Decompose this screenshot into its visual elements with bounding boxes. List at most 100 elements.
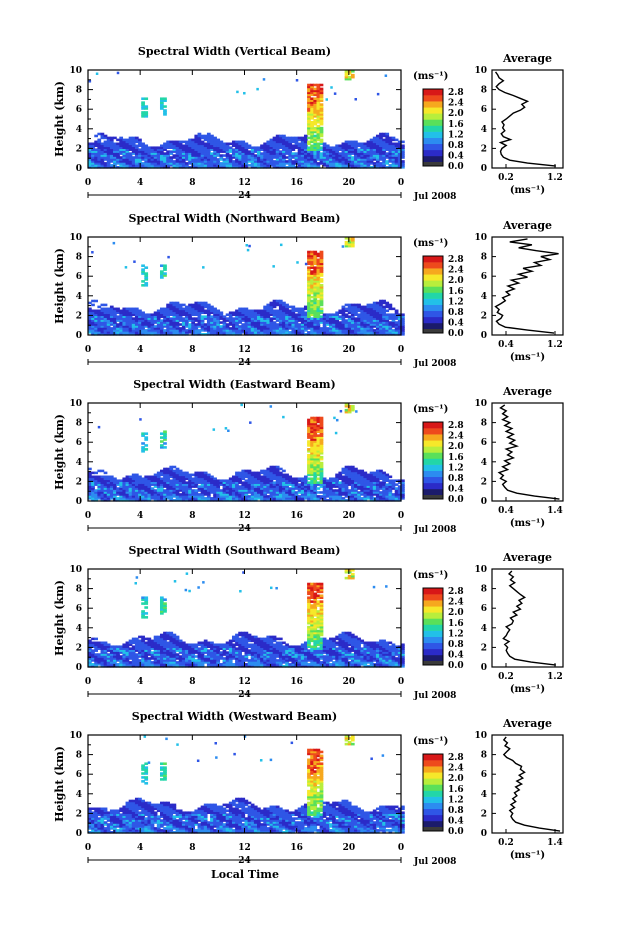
heatmap-cell xyxy=(141,450,145,453)
heatmap-cell xyxy=(344,148,349,151)
heatmap-cell xyxy=(185,475,189,479)
heatmap-cell xyxy=(288,311,293,315)
heatmap-cell xyxy=(103,309,108,313)
heatmap-cell xyxy=(282,311,286,315)
heatmap-cell xyxy=(163,436,167,439)
heatmap-cell xyxy=(128,327,133,330)
heatmap-cell xyxy=(319,331,324,334)
heatmap-cell xyxy=(282,415,285,419)
heatmap-cell xyxy=(313,99,318,102)
heatmap-cell xyxy=(313,291,318,295)
heatmap-cell xyxy=(397,158,402,161)
heatmap-cell xyxy=(316,481,321,484)
heatmap-cell xyxy=(319,442,324,445)
heatmap-cell xyxy=(316,305,321,309)
heatmap-cell xyxy=(335,160,339,163)
heatmap-cell xyxy=(106,156,111,159)
heatmap-cell xyxy=(163,319,167,322)
heatmap-cell xyxy=(278,152,283,155)
heatmap-cell xyxy=(228,166,233,169)
heatmap-cell xyxy=(275,491,280,494)
heatmap-cell xyxy=(213,166,217,169)
heatmap-cell xyxy=(300,327,305,330)
heatmap-cell xyxy=(169,465,174,469)
heatmap-cell xyxy=(200,134,205,138)
heatmap-cell xyxy=(401,154,405,157)
heatmap-cell xyxy=(313,436,318,439)
heatmap-cell xyxy=(109,150,114,153)
day-label: 24 xyxy=(238,191,251,201)
heatmap-cell xyxy=(266,475,271,479)
heatmap-cell xyxy=(175,307,180,311)
heatmap-cell xyxy=(385,148,390,151)
heatmap-cell xyxy=(131,307,136,311)
heatmap-cell xyxy=(354,495,358,498)
heatmap-cell xyxy=(310,289,314,293)
heatmap-cell xyxy=(131,331,136,334)
heatmap-cell xyxy=(197,479,202,482)
heatmap-cell xyxy=(263,321,268,324)
heatmap-cell xyxy=(206,166,211,169)
heatmap-cell xyxy=(319,111,324,114)
heatmap-cell xyxy=(338,333,343,336)
heatmap-cell xyxy=(244,156,249,159)
heatmap-cell xyxy=(369,485,374,488)
heatmap-cell xyxy=(247,154,252,157)
heatmap-cell xyxy=(181,150,186,153)
heatmap-cell xyxy=(316,319,321,322)
heatmap-cell xyxy=(307,128,311,132)
heatmap-cell xyxy=(250,160,255,163)
heatmap-cell xyxy=(128,158,133,161)
heatmap-cell xyxy=(116,158,120,161)
heatmap-cell xyxy=(247,469,252,473)
heatmap-cell xyxy=(341,327,346,330)
colorbar-unit: (ms⁻¹) xyxy=(413,238,448,249)
heatmap-cell xyxy=(319,107,324,110)
heatmap-cell xyxy=(163,313,167,316)
heatmap-cell xyxy=(282,329,286,332)
heatmap-cell xyxy=(169,319,174,322)
heatmap-cell xyxy=(147,481,152,484)
heatmap-cell xyxy=(188,140,192,144)
heatmap-cell xyxy=(113,489,117,492)
heatmap-cell xyxy=(131,323,136,326)
heatmap-cell xyxy=(181,319,186,322)
heatmap-cell xyxy=(260,162,264,165)
heatmap-cell xyxy=(166,303,170,307)
heatmap-cell xyxy=(282,313,286,316)
heatmap-cell xyxy=(260,479,264,482)
heatmap-cell xyxy=(166,311,170,315)
heatmap-cell xyxy=(141,111,145,114)
heatmap-cell xyxy=(206,477,211,481)
heatmap-cell xyxy=(175,309,180,313)
heatmap-cell xyxy=(238,313,242,316)
heatmap-cell xyxy=(303,479,308,482)
heatmap-cell xyxy=(316,471,321,475)
heatmap-cell xyxy=(125,166,130,169)
colorbar-tick-label: 2.4 xyxy=(448,432,464,442)
heatmap-cell xyxy=(231,156,236,159)
heatmap-cell xyxy=(203,138,208,142)
heatmap-cell xyxy=(163,495,167,498)
heatmap-cell xyxy=(97,158,102,161)
heatmap-cell xyxy=(153,329,158,332)
heatmap-cell xyxy=(203,479,208,482)
heatmap-cell xyxy=(335,148,339,151)
heatmap-cell xyxy=(329,156,333,159)
heatmap-cell xyxy=(169,142,174,146)
heatmap-cell xyxy=(297,479,302,482)
heatmap-cell xyxy=(288,487,293,490)
heatmap-cell xyxy=(313,162,318,165)
heatmap-cell xyxy=(169,493,174,496)
heatmap-cell xyxy=(97,329,102,332)
heatmap-cell xyxy=(109,315,114,318)
heatmap-cell xyxy=(294,493,299,496)
heatmap-cell xyxy=(94,313,98,316)
heatmap-cell xyxy=(322,485,327,488)
heatmap-cell xyxy=(241,142,246,146)
average-title: Average xyxy=(502,219,552,232)
heatmap-cell xyxy=(319,483,324,486)
heatmap-cell xyxy=(181,325,186,328)
heatmap-cell xyxy=(236,90,239,94)
heatmap-cell xyxy=(266,156,271,159)
